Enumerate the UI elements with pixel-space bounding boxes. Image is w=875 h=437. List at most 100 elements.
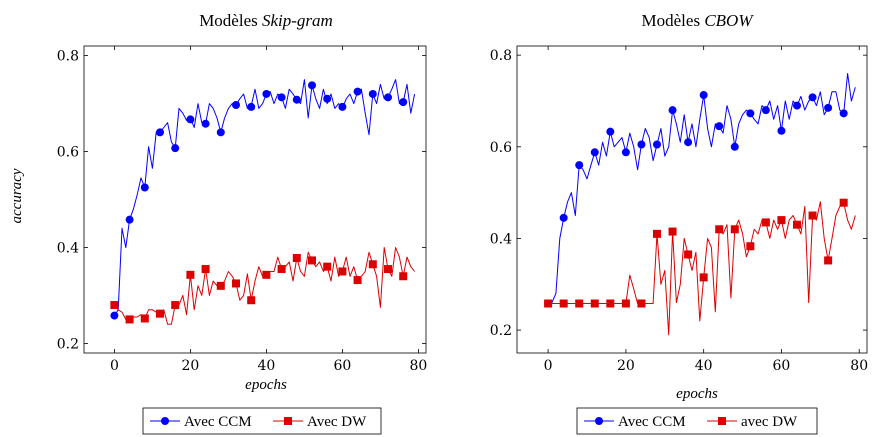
- data-point-circle: [125, 215, 134, 224]
- data-point-square: [761, 218, 770, 227]
- data-point-square: [699, 273, 708, 282]
- data-point-circle: [247, 102, 256, 111]
- data-point-circle: [323, 94, 332, 103]
- cbow-legend-ccm: Avec CCM: [618, 414, 686, 430]
- data-point-circle: [793, 101, 801, 110]
- skipgram-y-axis-label: accuracy: [9, 168, 25, 223]
- data-point-square: [653, 229, 661, 238]
- cbow-x-axis-label: epochs: [676, 386, 718, 402]
- y-tick-label: 0.8: [57, 49, 79, 65]
- data-point-circle: [590, 148, 599, 157]
- data-point-circle: [668, 106, 677, 115]
- skipgram-legend-dw: Avec DW: [307, 414, 367, 430]
- data-point-circle: [559, 213, 568, 222]
- x-tick-label: 40: [695, 358, 713, 374]
- data-point-circle: [653, 140, 661, 149]
- cbow-chart: Modèles CBOW epochs 0 20 40 60 80 0.2 0.4 0.6 0.…: [490, 11, 868, 435]
- y-tick-label: 0.4: [490, 231, 512, 247]
- cbow-plot-area: 0 20 40 60 80 0.2 0.4 0.6 0.8: [490, 45, 868, 374]
- data-point-square: [606, 299, 615, 308]
- data-point-square: [384, 265, 392, 274]
- data-point-circle: [746, 109, 755, 118]
- data-point-circle: [684, 138, 693, 147]
- data-point-circle: [824, 103, 833, 112]
- series-line-0: [547, 73, 856, 304]
- x-tick-label: 0: [110, 358, 119, 374]
- plot-frame: [516, 45, 868, 354]
- y-tick-label: 0.2: [57, 336, 79, 352]
- data-point-circle: [761, 106, 770, 115]
- data-point-square: [353, 276, 362, 285]
- cbow-legend: Avec CCM avec DW: [576, 407, 818, 435]
- data-point-circle: [140, 183, 149, 192]
- data-point-circle: [808, 93, 817, 102]
- data-point-square: [247, 296, 256, 305]
- y-tick-label: 0.2: [490, 323, 512, 339]
- data-point-circle: [262, 89, 271, 98]
- skipgram-x-axis-label: epochs: [245, 377, 287, 393]
- y-tick-label: 0.6: [490, 140, 512, 156]
- series-line-0: [113, 79, 416, 316]
- data-point-square: [621, 299, 630, 308]
- cbow-chart-title: Modèles CBOW: [642, 11, 755, 30]
- data-point-circle: [277, 93, 286, 102]
- x-tick-label: 80: [850, 358, 868, 374]
- x-tick-label: 80: [409, 358, 427, 374]
- data-point-circle: [110, 311, 119, 320]
- data-point-square: [156, 309, 164, 318]
- data-point-circle: [292, 95, 301, 104]
- data-point-square: [292, 254, 301, 263]
- data-point-square: [590, 299, 599, 308]
- data-point-circle: [606, 127, 615, 136]
- data-point-circle: [621, 148, 630, 157]
- data-point-square: [637, 299, 646, 308]
- data-point-square: [715, 225, 724, 234]
- data-point-circle: [730, 142, 739, 151]
- data-point-circle: [232, 101, 240, 110]
- data-point-square: [368, 260, 377, 269]
- y-tick-label: 0.6: [57, 145, 79, 161]
- data-point-circle: [575, 161, 584, 170]
- data-point-square: [171, 301, 180, 310]
- series-line-1: [548, 201, 856, 336]
- data-point-circle: [699, 91, 708, 100]
- x-tick-label: 60: [333, 358, 351, 374]
- data-point-square: [575, 299, 584, 308]
- cbow-legend-dw: avec DW: [741, 414, 798, 430]
- x-tick-label: 0: [544, 358, 553, 374]
- data-point-square: [746, 242, 755, 251]
- data-point-circle: [186, 115, 195, 124]
- skipgram-legend: Avec CCM Avec DW: [142, 407, 382, 435]
- x-tick-label: 60: [773, 358, 791, 374]
- data-point-square: [399, 272, 408, 281]
- data-point-circle: [353, 87, 362, 96]
- data-point-square: [201, 265, 210, 274]
- data-point-square: [808, 211, 817, 220]
- data-point-circle: [156, 128, 164, 137]
- data-point-circle: [368, 89, 377, 98]
- data-point-square: [323, 262, 332, 271]
- data-point-square: [277, 265, 286, 274]
- data-point-square: [839, 198, 848, 207]
- data-point-circle: [201, 119, 210, 128]
- data-point-circle: [637, 140, 646, 149]
- y-tick-label: 0.4: [57, 240, 79, 256]
- data-point-square: [559, 299, 568, 308]
- legend-marker-circle: [161, 417, 169, 425]
- x-tick-label: 20: [181, 358, 199, 374]
- data-point-square: [338, 267, 347, 276]
- x-tick-label: 40: [257, 358, 275, 374]
- skipgram-chart: Modèles Skip-gram epochs accuracy 0 20 40 6…: [9, 11, 427, 435]
- data-point-circle: [839, 109, 848, 118]
- data-point-square: [262, 270, 271, 279]
- data-point-circle: [216, 128, 225, 137]
- data-point-circle: [399, 98, 408, 107]
- legend-marker-circle: [595, 417, 603, 425]
- data-point-square: [824, 256, 833, 265]
- data-point-square: [544, 299, 553, 308]
- data-point-square: [140, 314, 149, 323]
- data-point-square: [186, 270, 195, 279]
- data-point-circle: [384, 93, 392, 102]
- data-point-square: [308, 256, 316, 265]
- skipgram-plot-area: 0 20 40 60 80 0.2 0.4 0.6 0.8: [57, 45, 427, 374]
